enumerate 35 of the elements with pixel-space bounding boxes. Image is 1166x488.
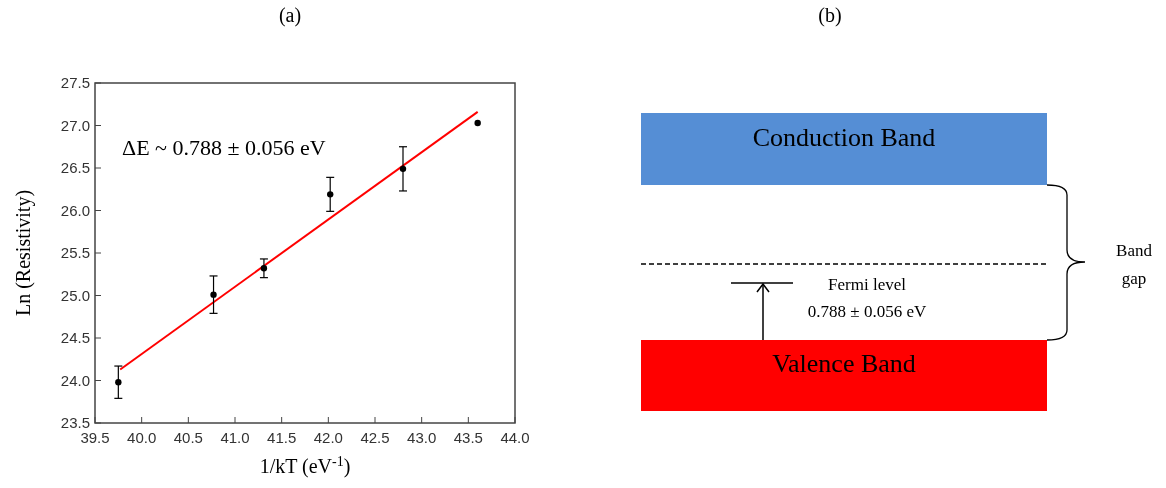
text: 0.788 ± 0.056 eV [807, 302, 927, 321]
y-tick-label: 27.0 [60, 116, 90, 134]
text: Band gap [1116, 241, 1153, 288]
y-tick-label: 24.0 [60, 371, 90, 389]
x-tick-label: 42.0 [313, 429, 343, 446]
x-tick-label: 42.5 [360, 429, 390, 446]
y-tick-label: 26.0 [60, 201, 90, 219]
y-tick-label: 26.5 [60, 159, 90, 177]
y-tick-label: 25.5 [60, 244, 90, 262]
y-tick-label: 25.0 [60, 286, 90, 304]
annotation: ΔE ~ 0.788 ± 0.056 eV [122, 135, 326, 160]
point [327, 191, 334, 198]
point [474, 119, 481, 127]
point [399, 165, 407, 173]
x-tick-label: 43.0 [407, 429, 437, 446]
text: Conduction Band [752, 123, 936, 152]
point [210, 291, 217, 298]
point [260, 265, 268, 272]
x-tick-label: 43.5 [453, 429, 483, 446]
chart-title: (a) [278, 4, 302, 27]
text: Valence Band [772, 349, 916, 378]
text: (b) [818, 4, 842, 27]
y-tick-label: 23.5 [60, 414, 90, 432]
y-tick-label: 24.5 [60, 329, 90, 347]
x-tick-label: 41.5 [267, 429, 297, 446]
text: Fermi level [828, 275, 907, 294]
x-tick-label: 40.5 [173, 429, 203, 446]
x-tick-label: 41.0 [220, 429, 250, 446]
x-tick-label: 39.5 [80, 429, 110, 446]
y-axis-title: Ln (Resistivity) [12, 189, 35, 317]
y-tick-label: 27.5 [60, 74, 90, 92]
x-tick-label: 44.0 [500, 429, 530, 446]
x-axis-title: 1/kT (eV$^{-1}$) [259, 453, 351, 478]
point [115, 379, 122, 386]
x-tick-label: 40.0 [127, 429, 157, 446]
